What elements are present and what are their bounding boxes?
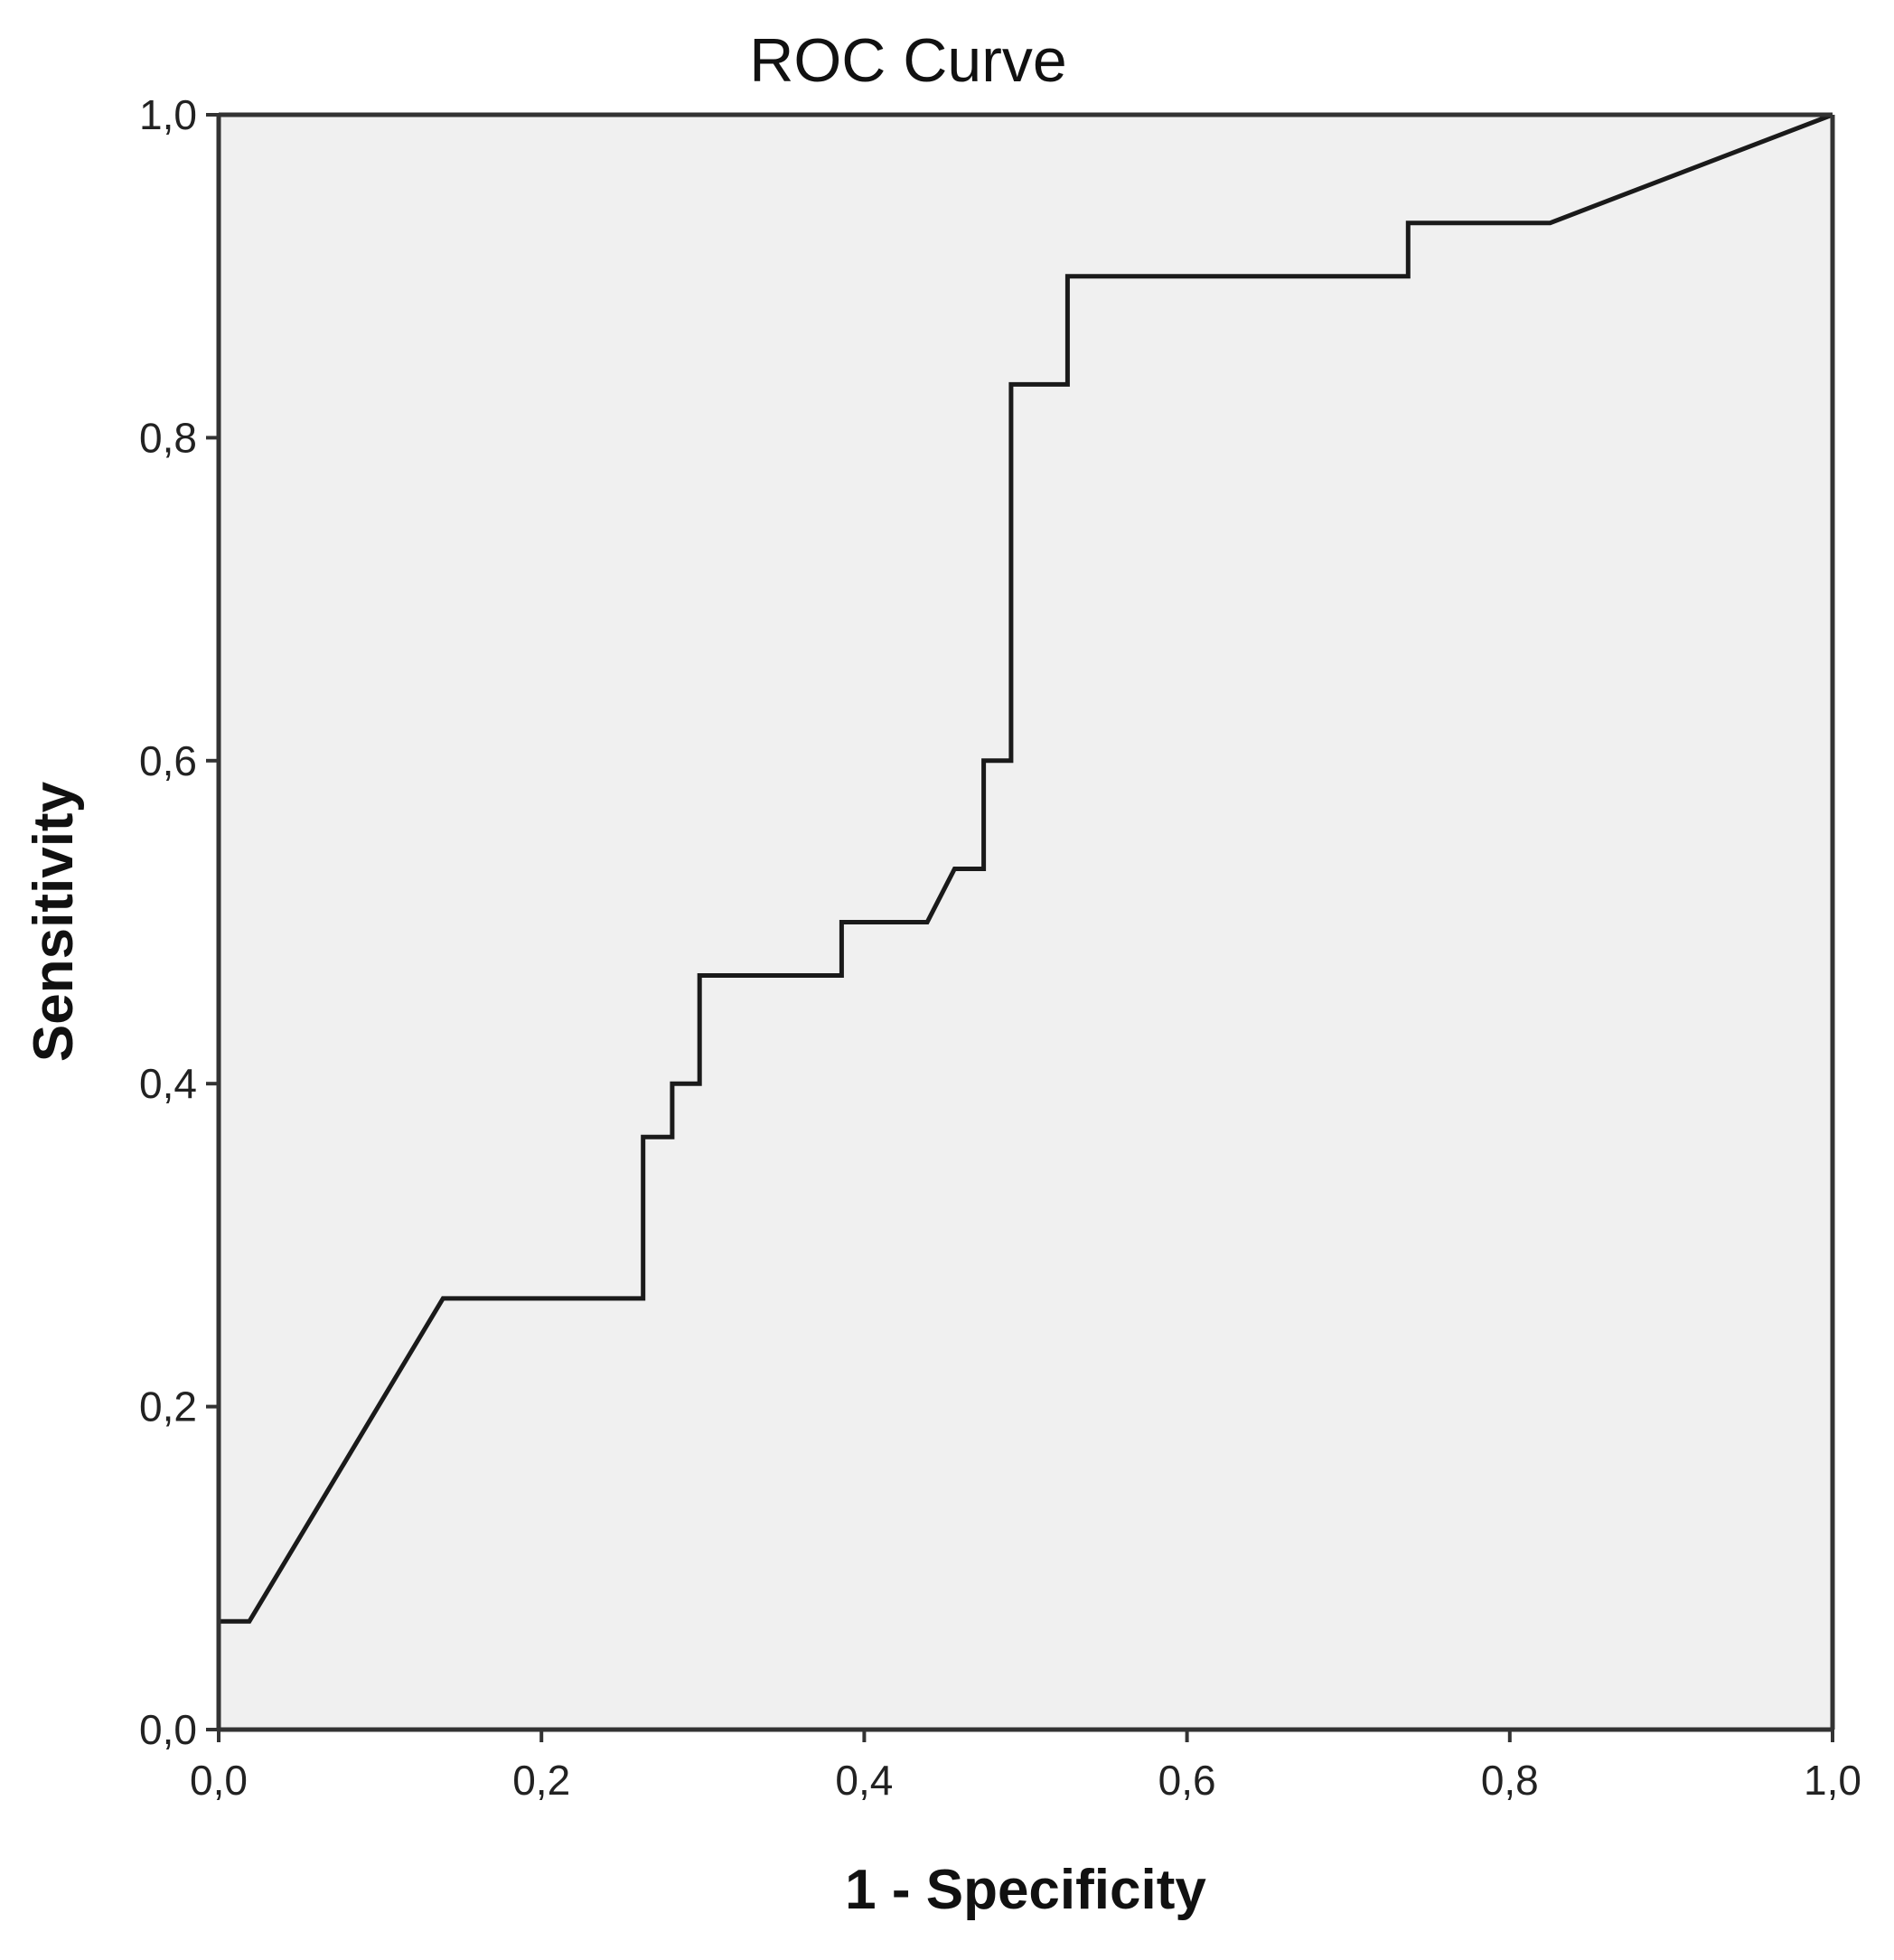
x-tick-label: 0,0	[190, 1757, 248, 1804]
y-tick-label: 0,2	[139, 1383, 197, 1430]
x-tick-label: 0,8	[1481, 1757, 1539, 1804]
x-tick-label: 0,2	[512, 1757, 570, 1804]
chart-title: ROC Curve	[749, 26, 1066, 95]
y-tick-label: 0,8	[139, 414, 197, 461]
x-tick-label: 0,6	[1158, 1757, 1216, 1804]
y-tick-label: 0,0	[139, 1706, 197, 1753]
y-axis-label: Sensitivity	[23, 781, 85, 1062]
y-tick-label: 0,6	[139, 737, 197, 784]
roc-curve-line	[216, 112, 1833, 1730]
x-tick-label: 0,4	[835, 1757, 893, 1804]
plot-area	[219, 115, 1833, 1730]
tick-labels: 0,0 0,2 0,4 0,6 0,8 1,0 0,0 0,2 0,4 0,6 0,8 1,0	[139, 91, 1861, 1804]
x-axis-label: 1 - Specificity	[845, 1859, 1206, 1921]
y-tick-label: 0,4	[139, 1060, 197, 1107]
plot-frame	[216, 112, 1835, 1732]
y-tick-label: 1,0	[139, 91, 197, 138]
x-tick-label: 1,0	[1804, 1757, 1861, 1804]
